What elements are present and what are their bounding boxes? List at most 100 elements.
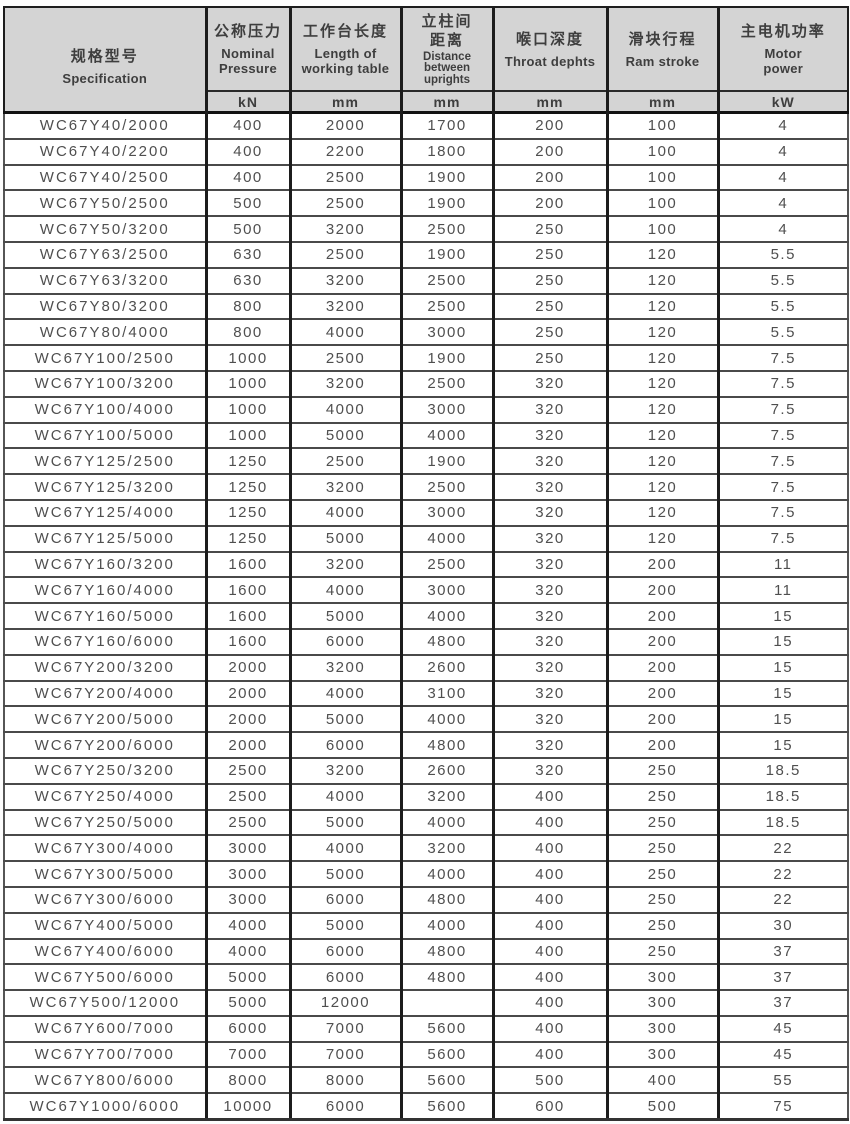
value-cell: 7.5: [716, 395, 849, 424]
value-cell: 120: [605, 369, 720, 398]
table-header: 规格型号 Specification 公称压力 Nominal Pressure…: [3, 6, 849, 113]
value-cell: 500: [204, 215, 292, 243]
value-cell: 2000: [204, 705, 292, 734]
value-cell: 4000: [288, 395, 403, 424]
value-cell: 3100: [399, 679, 495, 708]
value-cell: 4: [716, 163, 849, 192]
value-cell: 2500: [399, 473, 495, 501]
value-cell: 15: [716, 653, 849, 682]
table-row: WC67Y100/5000 1000 5000 4000 320 120 7.5: [3, 421, 849, 450]
value-cell: 250: [605, 782, 720, 811]
value-cell: 120: [605, 266, 720, 295]
value-cell: 100: [605, 110, 720, 140]
value-cell: 120: [605, 473, 720, 501]
value-cell: 2000: [288, 110, 403, 140]
spec-model-cell: WC67Y300/4000: [3, 834, 208, 863]
col-header-ram-stroke-cn: 滑块行程: [628, 30, 697, 48]
value-cell: 120: [605, 395, 720, 424]
table-row: WC67Y800/6000 8000 8000 5600 500 400 55: [3, 1066, 849, 1095]
value-cell: 7000: [288, 1014, 403, 1043]
spec-model-cell: WC67Y125/5000: [3, 524, 208, 553]
value-cell: 4000: [399, 808, 495, 837]
col-header-motor-power-cn: 主电机功率: [740, 23, 826, 40]
value-cell: 100: [605, 137, 720, 166]
value-cell: 320: [491, 731, 609, 759]
value-cell: 10000: [204, 1092, 292, 1122]
spec-model-cell: WC67Y63/2500: [3, 240, 208, 269]
value-cell: 630: [204, 240, 292, 269]
col-header-motor-power: 主电机功率 Motor power: [716, 6, 849, 91]
value-cell: 250: [605, 808, 720, 837]
value-cell: 3000: [204, 860, 292, 888]
table-row: WC67Y125/2500 1250 2500 1900 320 120 7.5: [3, 447, 849, 476]
value-cell: 7.5: [716, 344, 849, 372]
spec-model-cell: WC67Y160/6000: [3, 627, 208, 656]
value-cell: 1600: [204, 576, 292, 605]
value-cell: 300: [605, 989, 720, 1017]
value-cell: 5000: [288, 911, 403, 940]
value-cell: 2500: [288, 189, 403, 218]
value-cell: 400: [491, 911, 609, 940]
table-row: WC67Y125/3200 1250 3200 2500 320 120 7.5: [3, 473, 849, 501]
value-cell: 4000: [204, 911, 292, 940]
value-cell: 600: [491, 1092, 609, 1122]
value-cell: 5600: [399, 1014, 495, 1043]
spec-model-cell: WC67Y63/3200: [3, 266, 208, 295]
spec-model-cell: WC67Y600/7000: [3, 1014, 208, 1043]
value-cell: 2500: [399, 215, 495, 243]
value-cell: 37: [716, 937, 849, 966]
value-cell: 320: [491, 602, 609, 630]
value-cell: 4800: [399, 627, 495, 656]
value-cell: 320: [491, 756, 609, 785]
value-cell: 1800: [399, 137, 495, 166]
value-cell: 400: [605, 1066, 720, 1095]
table-row: WC67Y63/2500 630 2500 1900 250 120 5.5: [3, 240, 849, 269]
value-cell: 250: [491, 266, 609, 295]
value-cell: 6000: [288, 963, 403, 992]
value-cell: 7.5: [716, 498, 849, 527]
value-cell: 4800: [399, 885, 495, 914]
value-cell: 2500: [399, 369, 495, 398]
table-row: WC67Y500/12000 5000 12000 400 300 37: [3, 989, 849, 1017]
table-row: WC67Y50/2500 500 2500 1900 200 100 4: [3, 189, 849, 218]
value-cell: 400: [491, 782, 609, 811]
value-cell: 1000: [204, 344, 292, 372]
value-cell: 500: [204, 189, 292, 218]
spec-model-cell: WC67Y125/3200: [3, 473, 208, 501]
spec-model-cell: WC67Y100/2500: [3, 344, 208, 372]
spec-model-cell: WC67Y500/12000: [3, 989, 208, 1017]
value-cell: 4000: [399, 911, 495, 940]
value-cell: 4000: [399, 860, 495, 888]
value-cell: 5.5: [716, 292, 849, 321]
value-cell: 300: [605, 1040, 720, 1069]
table-row: WC67Y80/4000 800 4000 3000 250 120 5.5: [3, 318, 849, 347]
specification-table: 规格型号 Specification 公称压力 Nominal Pressure…: [3, 6, 849, 1122]
value-cell: 15: [716, 679, 849, 708]
value-cell: 5600: [399, 1040, 495, 1069]
value-cell: 2600: [399, 653, 495, 682]
value-cell: 7000: [288, 1040, 403, 1069]
value-cell: 4000: [399, 524, 495, 553]
value-cell: 400: [491, 808, 609, 837]
table-row: WC67Y400/6000 4000 6000 4800 400 250 37: [3, 937, 849, 966]
value-cell: 7.5: [716, 421, 849, 450]
value-cell: 120: [605, 447, 720, 476]
col-header-table-length-cn: 工作台长度: [302, 23, 388, 40]
table-row: WC67Y250/3200 2500 3200 2600 320 250 18.5: [3, 756, 849, 785]
value-cell: 250: [605, 937, 720, 966]
col-header-specification: 规格型号 Specification: [3, 6, 208, 113]
spec-model-cell: WC67Y40/2500: [3, 163, 208, 192]
col-header-throat-depth: 喉口深度 Throat dephts: [491, 6, 609, 91]
value-cell: 400: [491, 963, 609, 992]
spec-model-cell: WC67Y80/4000: [3, 318, 208, 347]
value-cell: 400: [204, 137, 292, 166]
value-cell: 1000: [204, 369, 292, 398]
value-cell: 400: [491, 989, 609, 1017]
value-cell: 37: [716, 989, 849, 1017]
table-row: WC67Y40/2000 400 2000 1700 200 100 4: [3, 110, 849, 140]
col-header-nominal-pressure: 公称压力 Nominal Pressure: [204, 6, 292, 91]
value-cell: 5.5: [716, 318, 849, 347]
value-cell: 250: [605, 911, 720, 940]
value-cell: 3000: [204, 885, 292, 914]
